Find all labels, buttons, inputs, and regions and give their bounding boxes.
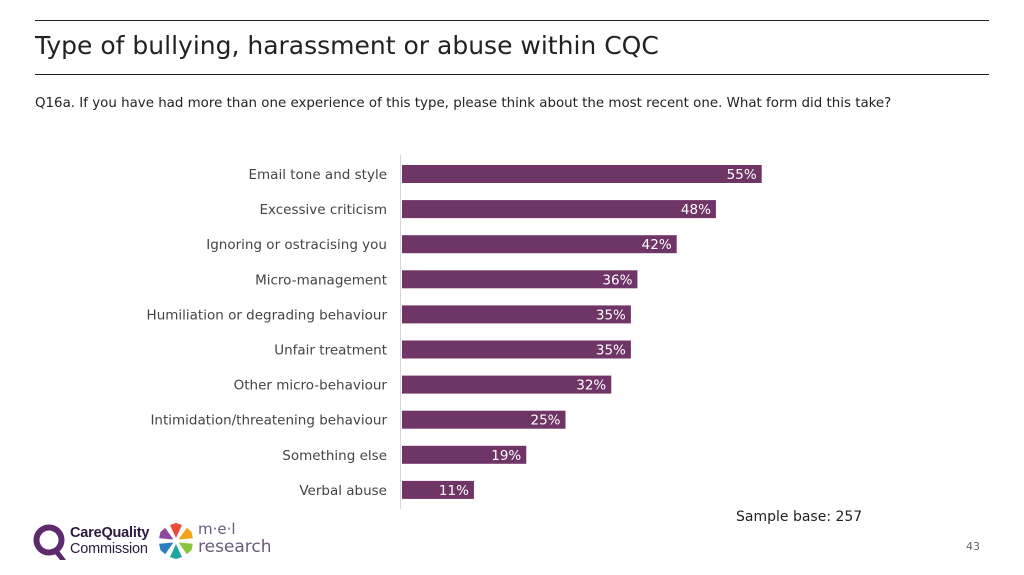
survey-question: Q16a. If you have had more than one expe… <box>35 96 892 111</box>
bar-value-label: 42% <box>642 237 672 253</box>
mel-logo-wordmark: m·e·l research <box>198 520 272 556</box>
bar <box>402 340 631 359</box>
header-top-rule <box>35 20 989 21</box>
category-label: Other micro-behaviour <box>234 378 388 394</box>
bar-group: Email tone and style 55% Excessive critici… <box>147 165 762 499</box>
bar <box>402 375 612 394</box>
category-label: Verbal abuse <box>299 483 387 499</box>
logo-petal <box>178 527 193 540</box>
bar <box>402 445 527 464</box>
page-number: 43 <box>966 540 980 553</box>
header-bottom-rule <box>35 74 989 75</box>
bar <box>402 480 474 499</box>
bar <box>402 270 638 289</box>
category-label: Something else <box>282 448 387 464</box>
category-label: Ignoring or ostracising you <box>206 237 387 253</box>
bar-value-label: 48% <box>681 202 711 218</box>
category-label: Excessive criticism <box>259 202 387 218</box>
cqc-logo-line1: CareQuality <box>70 525 150 541</box>
logo-petal <box>170 523 182 538</box>
bar-value-label: 55% <box>727 167 757 183</box>
mel-flower-logo-icon <box>159 523 193 559</box>
category-label: Micro-management <box>255 272 387 288</box>
cqc-logo-line2: Commission <box>70 541 148 557</box>
category-label: Humiliation or degrading behaviour <box>147 307 388 323</box>
category-label: Unfair treatment <box>274 343 387 359</box>
cqc-q-logo-icon <box>33 524 66 560</box>
cqc-logo-wordmark: CareQuality Commission <box>70 525 149 557</box>
logo-petal <box>170 544 182 559</box>
bar <box>402 305 631 324</box>
bar-value-label: 19% <box>491 448 521 464</box>
bar-value-label: 35% <box>596 343 626 359</box>
sample-base: Sample base: 257 <box>736 509 863 525</box>
bar <box>402 235 677 254</box>
bar <box>402 410 566 429</box>
category-label: Intimidation/threatening behaviour <box>150 413 387 429</box>
bar-value-label: 36% <box>602 272 632 288</box>
bar <box>402 165 762 183</box>
logo-petal <box>159 527 174 540</box>
mel-logo-line2: research <box>198 537 272 557</box>
bar-value-label: 35% <box>596 307 626 323</box>
bar-value-label: 25% <box>530 413 560 429</box>
page-title: Type of bullying, harassment or abuse wi… <box>35 31 659 60</box>
mel-logo-line1: m·e·l <box>198 520 236 538</box>
category-label: Email tone and style <box>248 167 387 183</box>
bar <box>402 200 716 219</box>
bar-value-label: 32% <box>576 378 606 394</box>
bar-value-label: 11% <box>439 483 469 499</box>
logo-petal <box>178 542 193 555</box>
logo-petal <box>159 542 174 555</box>
